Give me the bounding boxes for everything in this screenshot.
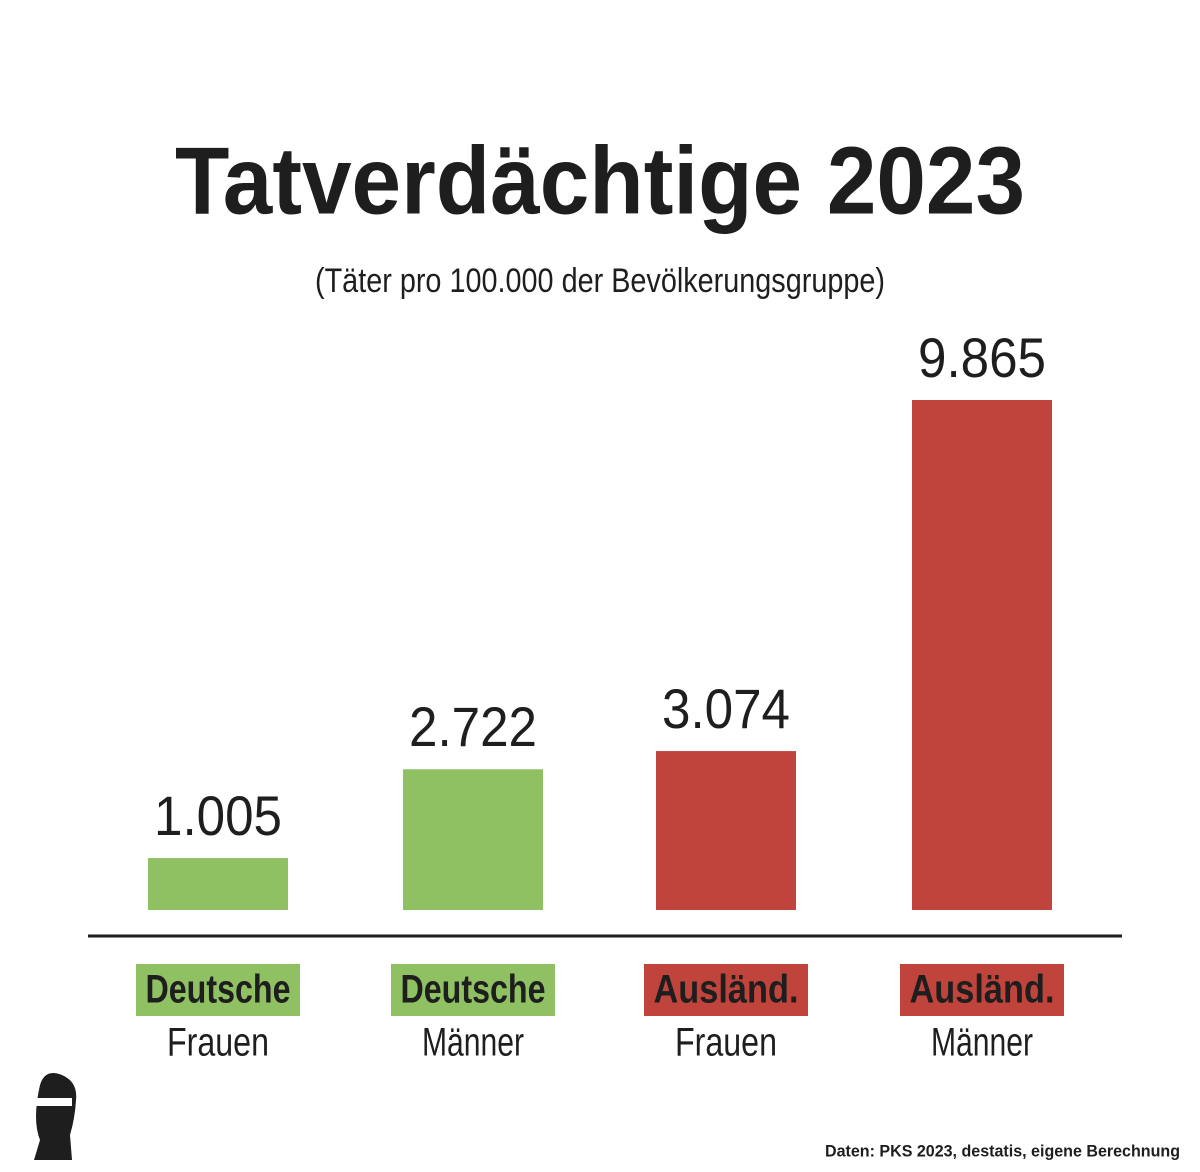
bar [403,769,543,910]
group-label-box [391,964,555,1016]
bar [148,858,288,910]
value-label: 9.865 [918,326,1046,389]
value-label: 2.722 [409,695,537,758]
x-tick-label: Männer [931,1021,1033,1065]
group-label: Ausländ. [910,968,1055,1012]
group-label: Deutsche [146,968,291,1012]
group-label: Deutsche [401,968,546,1012]
group-label-box [644,964,808,1016]
chart-title: Tatverdächtige 2023 [175,127,1025,234]
x-tick-label: Männer [422,1021,524,1065]
value-label: 3.074 [662,677,790,740]
bar [912,399,1052,910]
group-label: Ausländ. [654,968,799,1012]
x-tick-label: Frauen [675,1021,777,1065]
x-tick-label: Frauen [167,1021,269,1065]
logo [32,1072,77,1160]
group-label-box [136,964,300,1016]
source-note: Daten: PKS 2023, destatis, eigene Berech… [825,1141,1180,1160]
bar [656,751,796,910]
value-label: 1.005 [154,784,282,847]
chart-subtitle: (Täter pro 100.000 der Bevölkerungsgrupp… [315,262,885,300]
group-label-box [900,964,1064,1016]
